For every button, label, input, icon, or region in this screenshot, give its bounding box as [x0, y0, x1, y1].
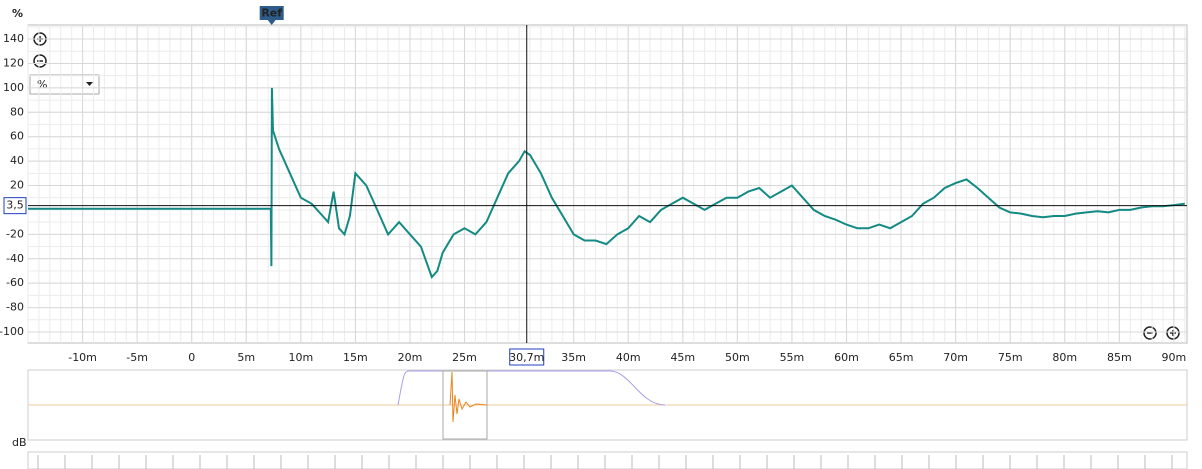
zoom-out[interactable]	[33, 54, 47, 68]
lower-strip	[27, 451, 1188, 469]
cursor-x-label: 30,7m	[509, 351, 544, 364]
overview-impulse	[449, 371, 488, 423]
cursor-x-box	[509, 348, 545, 366]
plot-area	[27, 24, 1188, 344]
x-tick-label: 65m	[889, 351, 914, 364]
x-tick-label: 60m	[834, 351, 859, 364]
x-tick-label: 40m	[616, 351, 641, 364]
y-tick-label: -80	[6, 301, 24, 314]
y-tick-label: -40	[6, 252, 24, 265]
y-unit: %	[12, 7, 23, 20]
y-tick-label: -100	[0, 325, 24, 338]
cursor-y-label: 3,5	[6, 199, 24, 212]
x-tick-label: -10m	[68, 351, 97, 364]
lower-unit: dB	[12, 436, 27, 449]
x-tick-label: 0	[188, 351, 195, 364]
x-tick-label: 85m	[1107, 351, 1132, 364]
dropdown-value: %	[37, 78, 47, 91]
x-tick-label: 5m	[237, 351, 255, 364]
window-curve	[397, 370, 666, 406]
y-tick-label: 140	[3, 32, 24, 45]
unit-dropdown[interactable]: %	[29, 74, 100, 95]
y-tick-label: 20	[10, 179, 24, 192]
y-tick-label: -60	[6, 276, 24, 289]
x-tick-label: -5m	[126, 351, 148, 364]
x-tick-label: 20m	[398, 351, 423, 364]
zoom-in-x[interactable]	[1166, 326, 1180, 340]
x-tick-label: 15m	[343, 351, 368, 364]
x-tick-label: 50m	[725, 351, 750, 364]
y-tick-label: -20	[6, 227, 24, 240]
x-tick-label: 25m	[452, 351, 477, 364]
cursor-y-box	[3, 197, 27, 215]
ref-pointer	[267, 20, 276, 25]
x-tick-label: 80m	[1052, 351, 1077, 364]
y-tick-label: 120	[3, 56, 24, 69]
y-tick-label: 100	[3, 81, 24, 94]
x-tick-label: 35m	[561, 351, 586, 364]
x-tick-label: 10m	[288, 351, 313, 364]
x-tick-label: 70m	[943, 351, 968, 364]
y-tick-label: 60	[10, 130, 24, 143]
x-tick-label: 55m	[780, 351, 805, 364]
x-tick-label: 45m	[670, 351, 695, 364]
grid-layer	[27, 25, 1187, 343]
x-tick-label: 75m	[998, 351, 1023, 364]
ref-marker	[259, 6, 284, 20]
y-tick-label: 40	[10, 154, 24, 167]
ref-label: Ref	[261, 7, 282, 20]
data-line	[28, 87, 1185, 280]
x-tick-label: 90m	[1162, 351, 1187, 364]
y-tick-label: 80	[10, 105, 24, 118]
